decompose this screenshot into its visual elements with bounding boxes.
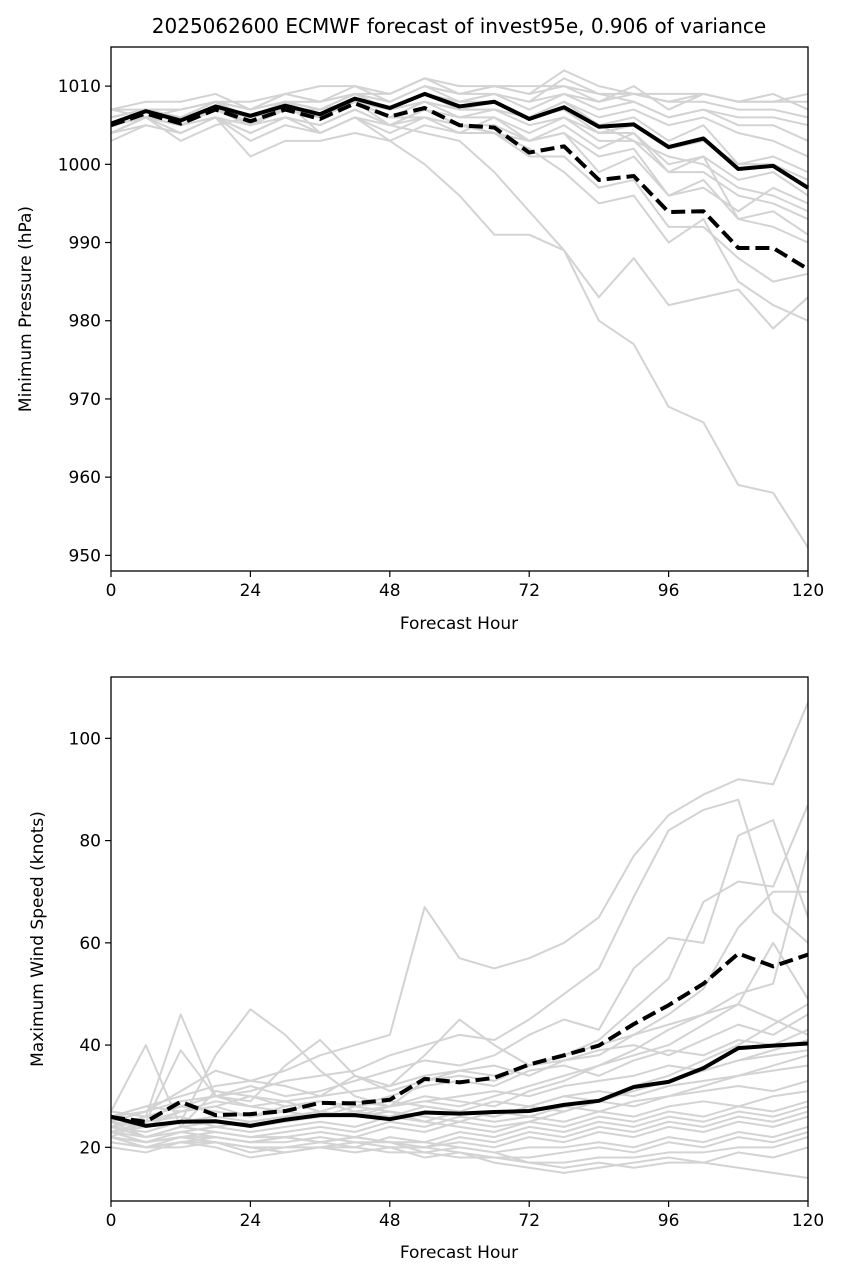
wind-y-tick-label: 100 bbox=[69, 729, 101, 749]
pressure-panel: 2025062600 ECMWF forecast of invest95e, … bbox=[16, 14, 824, 634]
pressure-ensemble-member-line bbox=[110, 100, 809, 158]
chart-title: 2025062600 ECMWF forecast of invest95e, … bbox=[152, 14, 766, 38]
wind-x-tick-label: 72 bbox=[518, 1211, 540, 1231]
wind-ensemble-member-line bbox=[110, 941, 809, 1133]
wind-dashed-mean-line bbox=[110, 951, 809, 1124]
wind-y-axis-label: Maximum Wind Speed (knots) bbox=[28, 811, 48, 1067]
pressure-x-tick-label: 72 bbox=[518, 581, 540, 601]
pressure-x-tick-label: 48 bbox=[379, 581, 401, 601]
wind-solid-mean-line bbox=[110, 1041, 809, 1128]
pressure-x-axis-label: Forecast Hour bbox=[400, 614, 518, 634]
wind-ensemble-member-line bbox=[110, 1013, 809, 1118]
pressure-y-tick-label: 970 bbox=[69, 390, 101, 410]
wind-ensemble-member-line bbox=[110, 890, 808, 1128]
pressure-x-tick-label: 120 bbox=[792, 581, 824, 601]
wind-ensemble-member-line bbox=[110, 1136, 809, 1179]
wind-x-tick-label: 24 bbox=[240, 1211, 262, 1231]
wind-x-axis-label: Forecast Hour bbox=[400, 1243, 518, 1263]
wind-ensemble-member-line bbox=[110, 1115, 809, 1159]
pressure-y-tick-label: 990 bbox=[69, 234, 101, 254]
pressure-y-tick-label: 950 bbox=[69, 546, 101, 566]
pressure-x-tick-label: 0 bbox=[106, 581, 117, 601]
wind-ensemble-member-line bbox=[110, 1120, 809, 1164]
pressure-x-tick-label: 24 bbox=[240, 581, 262, 601]
pressure-y-tick-label: 1010 bbox=[58, 77, 101, 97]
wind-ensemble-member-line bbox=[110, 1054, 809, 1123]
wind-x-tick-label: 48 bbox=[379, 1211, 401, 1231]
pressure-series-group bbox=[110, 69, 810, 549]
wind-ticks: 0 24 48 72 96 120 20 40 60 80 100 bbox=[69, 729, 825, 1231]
wind-y-tick-label: 60 bbox=[79, 934, 101, 954]
wind-x-tick-label: 120 bbox=[792, 1211, 824, 1231]
wind-ensemble-member-line bbox=[110, 1003, 809, 1133]
wind-y-tick-label: 40 bbox=[79, 1036, 101, 1056]
pressure-dashed-mean-line bbox=[110, 101, 810, 271]
wind-y-tick-label: 80 bbox=[79, 832, 101, 852]
pressure-axes-frame bbox=[110, 46, 809, 572]
wind-ensemble-member-line bbox=[110, 1003, 809, 1139]
wind-ensemble-member-line bbox=[110, 1105, 809, 1154]
wind-series-group bbox=[110, 702, 809, 1179]
wind-ensemble-member-line bbox=[110, 1049, 809, 1133]
pressure-y-tick-label: 980 bbox=[69, 312, 101, 332]
wind-ensemble-member-line bbox=[110, 850, 809, 1128]
pressure-ensemble-member-line bbox=[110, 85, 809, 119]
wind-axes-frame bbox=[110, 676, 809, 1202]
pressure-ticks: 0 24 48 72 96 120 950 960 970 980 990 1000 1010 bbox=[58, 77, 824, 601]
pressure-y-tick-label: 1000 bbox=[58, 155, 101, 175]
wind-ensemble-member-line bbox=[110, 798, 809, 1123]
wind-y-tick-label: 20 bbox=[79, 1138, 101, 1158]
wind-panel: 0 24 48 72 96 120 20 40 60 80 100 Forecast Hour Ma… bbox=[28, 676, 825, 1263]
wind-x-tick-label: 0 bbox=[106, 1211, 117, 1231]
wind-ensemble-member-line bbox=[110, 702, 809, 1118]
pressure-y-axis-label: Minimum Pressure (hPa) bbox=[16, 206, 36, 412]
pressure-ensemble-member-line bbox=[111, 85, 809, 119]
wind-x-tick-label: 96 bbox=[658, 1211, 680, 1231]
pressure-solid-mean-line bbox=[110, 91, 810, 190]
pressure-y-tick-label: 960 bbox=[69, 468, 101, 488]
pressure-x-tick-label: 96 bbox=[658, 581, 680, 601]
pressure-ensemble-member-line bbox=[110, 116, 809, 181]
